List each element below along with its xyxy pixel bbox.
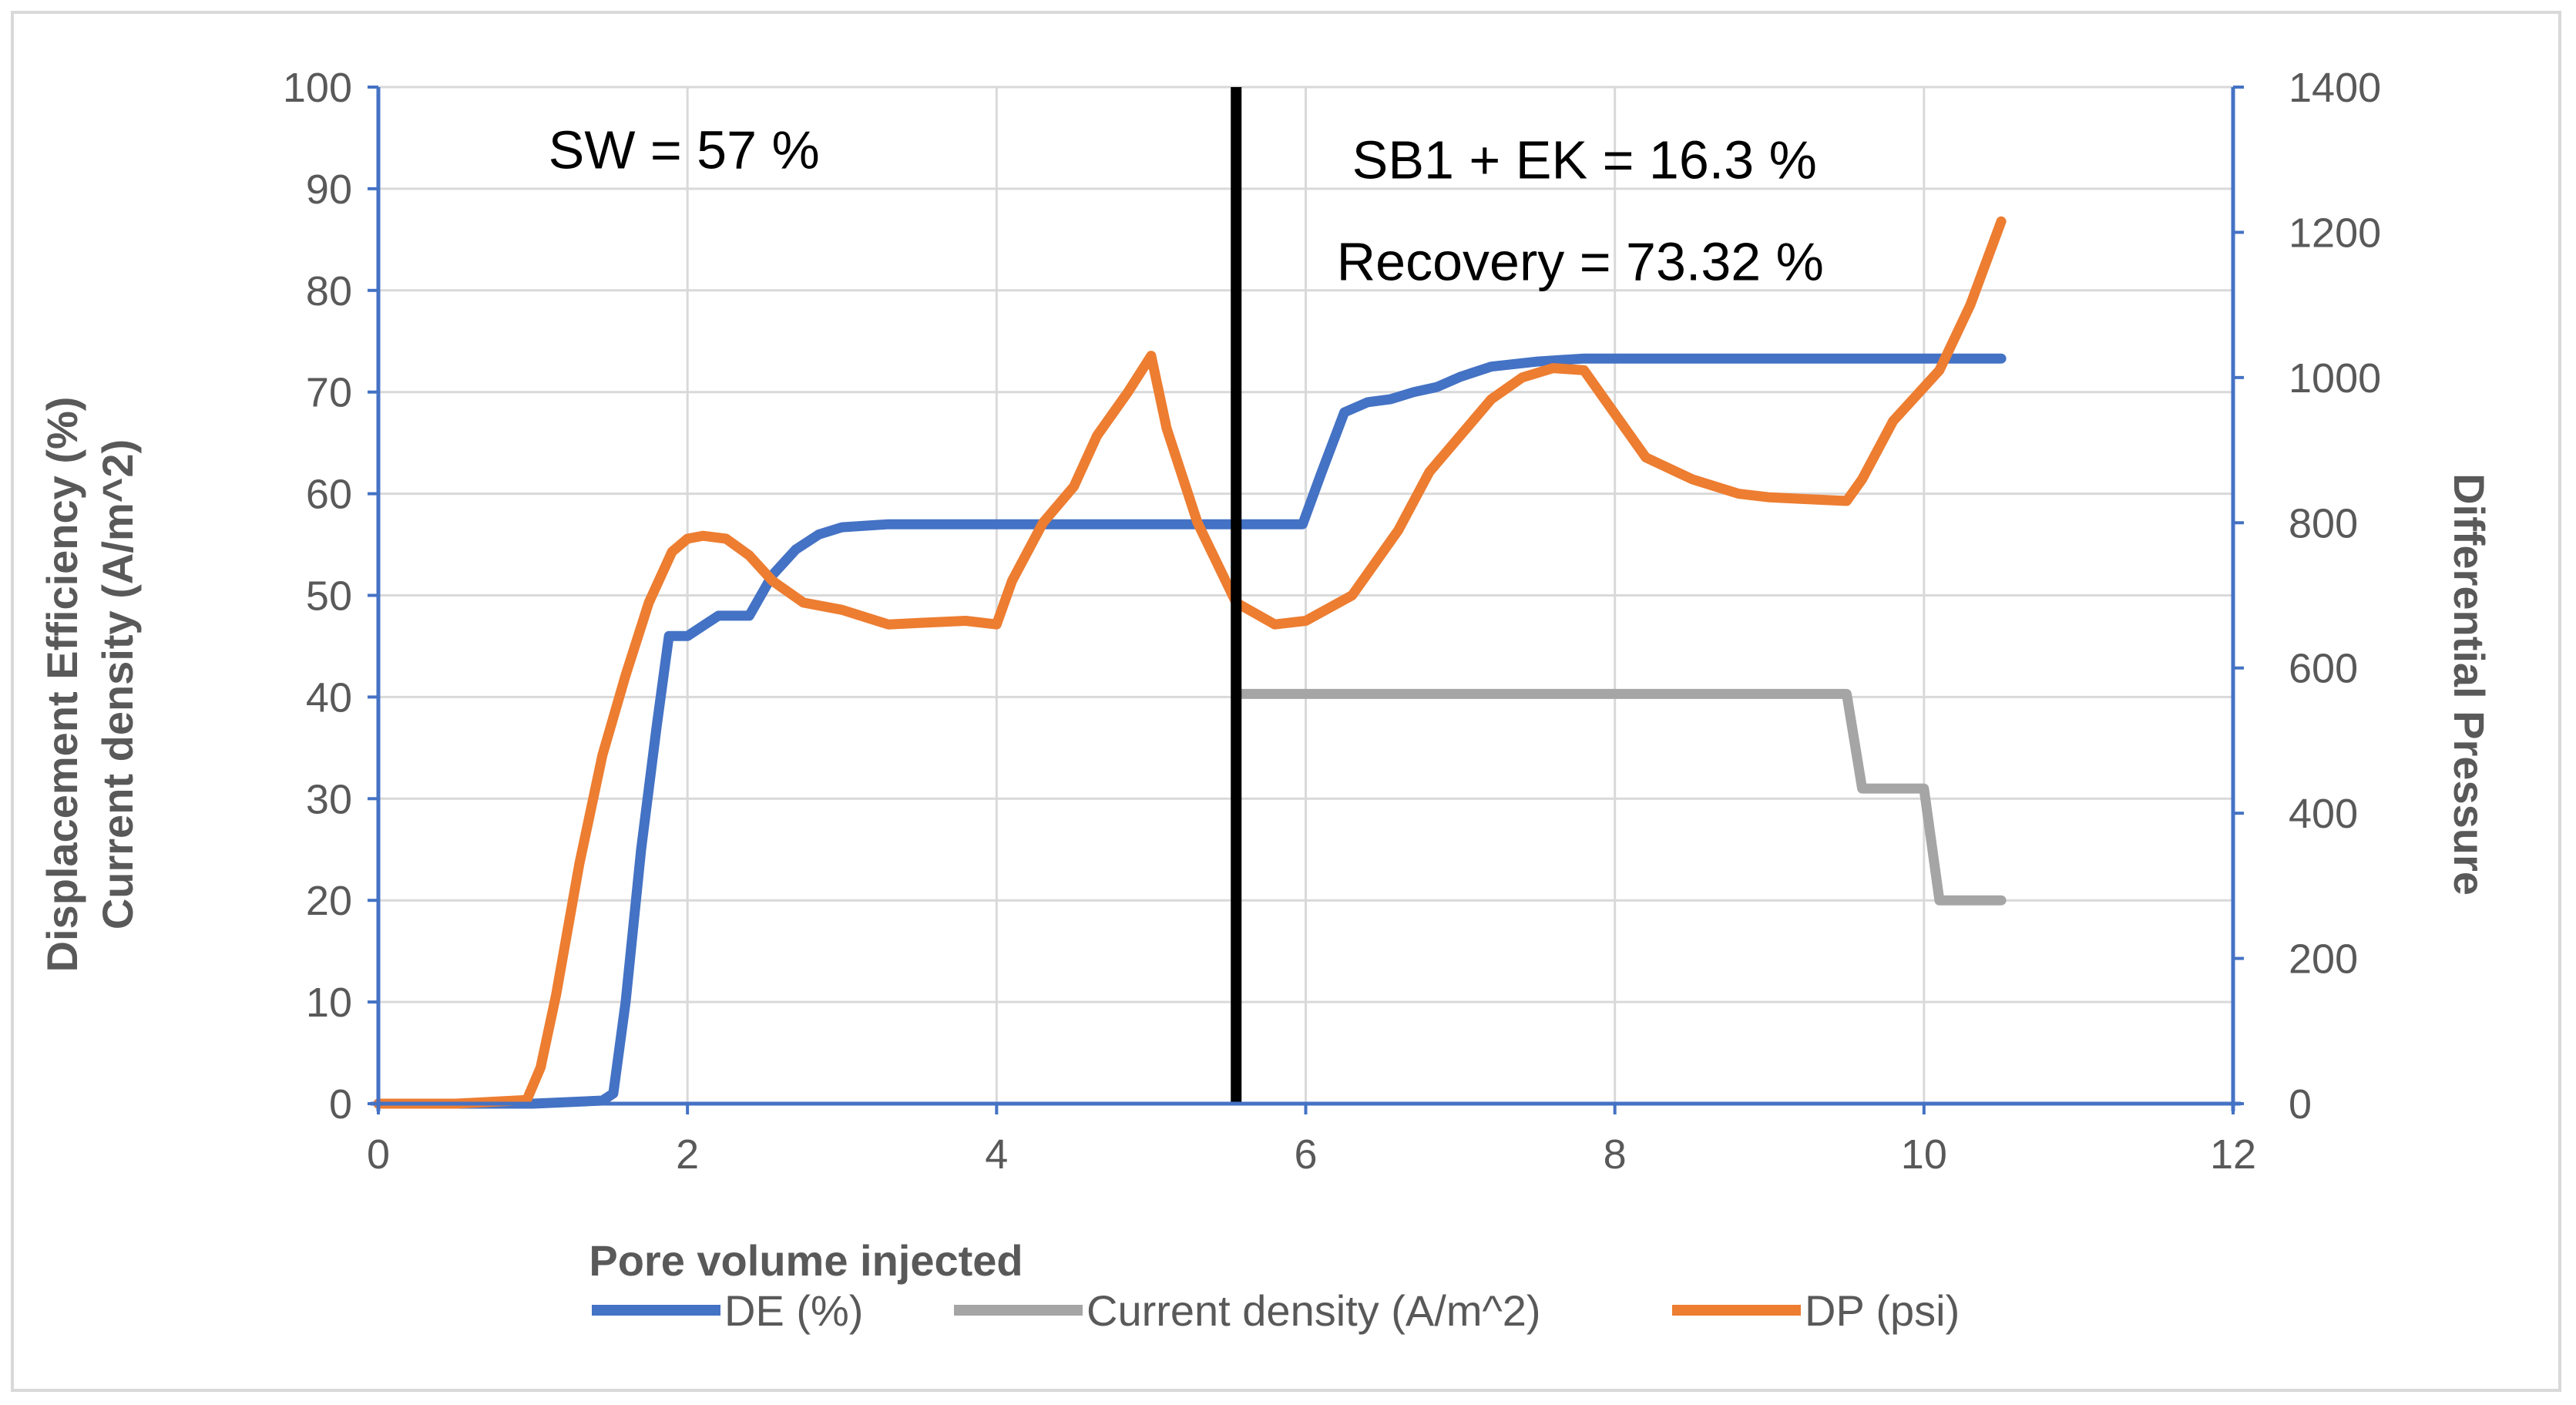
annotation-sw: SW = 57 % [549, 120, 820, 180]
legend-label-current-density: Current density (A/m^2) [1086, 1286, 1541, 1335]
current-density-series-line [1231, 688, 2007, 906]
y-right-tick-label: 1000 [2289, 355, 2381, 402]
plot-series [373, 216, 2007, 1109]
y-right-tick-label: 800 [2289, 500, 2358, 546]
y-left-tick-label: 70 [306, 370, 352, 416]
y-right-tick-label: 1400 [2289, 65, 2381, 111]
y-left-tick-label: 90 [306, 166, 352, 213]
y-left-tick-label: 80 [306, 268, 352, 314]
x-tick-label: 4 [985, 1131, 1008, 1178]
annotation-recovery: Recovery = 73.32 % [1337, 232, 1824, 292]
x-tick-label: 2 [676, 1131, 699, 1178]
y-left-tick-label: 20 [306, 878, 352, 924]
y-right-tick-label: 1200 [2289, 210, 2381, 256]
legend-label-de: DE (%) [724, 1286, 863, 1335]
y-right-tick-label: 200 [2289, 936, 2358, 983]
x-tick-label: 12 [2210, 1131, 2256, 1178]
de-series-line [373, 353, 2007, 1109]
x-tick-label: 0 [367, 1131, 390, 1178]
y-left-tick-label: 50 [306, 573, 352, 620]
y-left-tick-label: 0 [329, 1081, 352, 1128]
legend-label-dp: DP (psi) [1805, 1286, 1960, 1335]
y-right-tick-label: 0 [2289, 1081, 2312, 1128]
annotation-sb1-ek: SB1 + EK = 16.3 % [1352, 130, 1817, 190]
y-right-tick-label: 400 [2289, 791, 2358, 837]
y-left-tick-label: 10 [306, 980, 352, 1026]
y-left-tick-label: 60 [306, 472, 352, 518]
y-axis-title-left-line1: Displacement Efficiency (%) [38, 397, 86, 973]
y-left-tick-label: 40 [306, 674, 352, 721]
x-tick-label: 8 [1604, 1131, 1627, 1178]
y-axis-title-left-line2: Current density (A/m^2) [93, 439, 142, 929]
dp-series-line [373, 216, 2007, 1109]
y-right-tick-label: 600 [2289, 646, 2358, 692]
tick-labels: 0102030405060708090100020040060080010001… [283, 65, 2381, 1178]
x-tick-label: 10 [1901, 1131, 1947, 1178]
chart-frame [11, 11, 2561, 1392]
y-left-tick-label: 30 [306, 776, 352, 822]
x-axis-title: Pore volume injected [589, 1236, 1023, 1285]
y-axis-title-right: Differential Pressure [2445, 473, 2494, 896]
x-tick-label: 6 [1294, 1131, 1317, 1178]
y-left-tick-label: 100 [283, 65, 352, 111]
legend: DE (%) Current density (A/m^2) DP (psi) [592, 1286, 1960, 1335]
